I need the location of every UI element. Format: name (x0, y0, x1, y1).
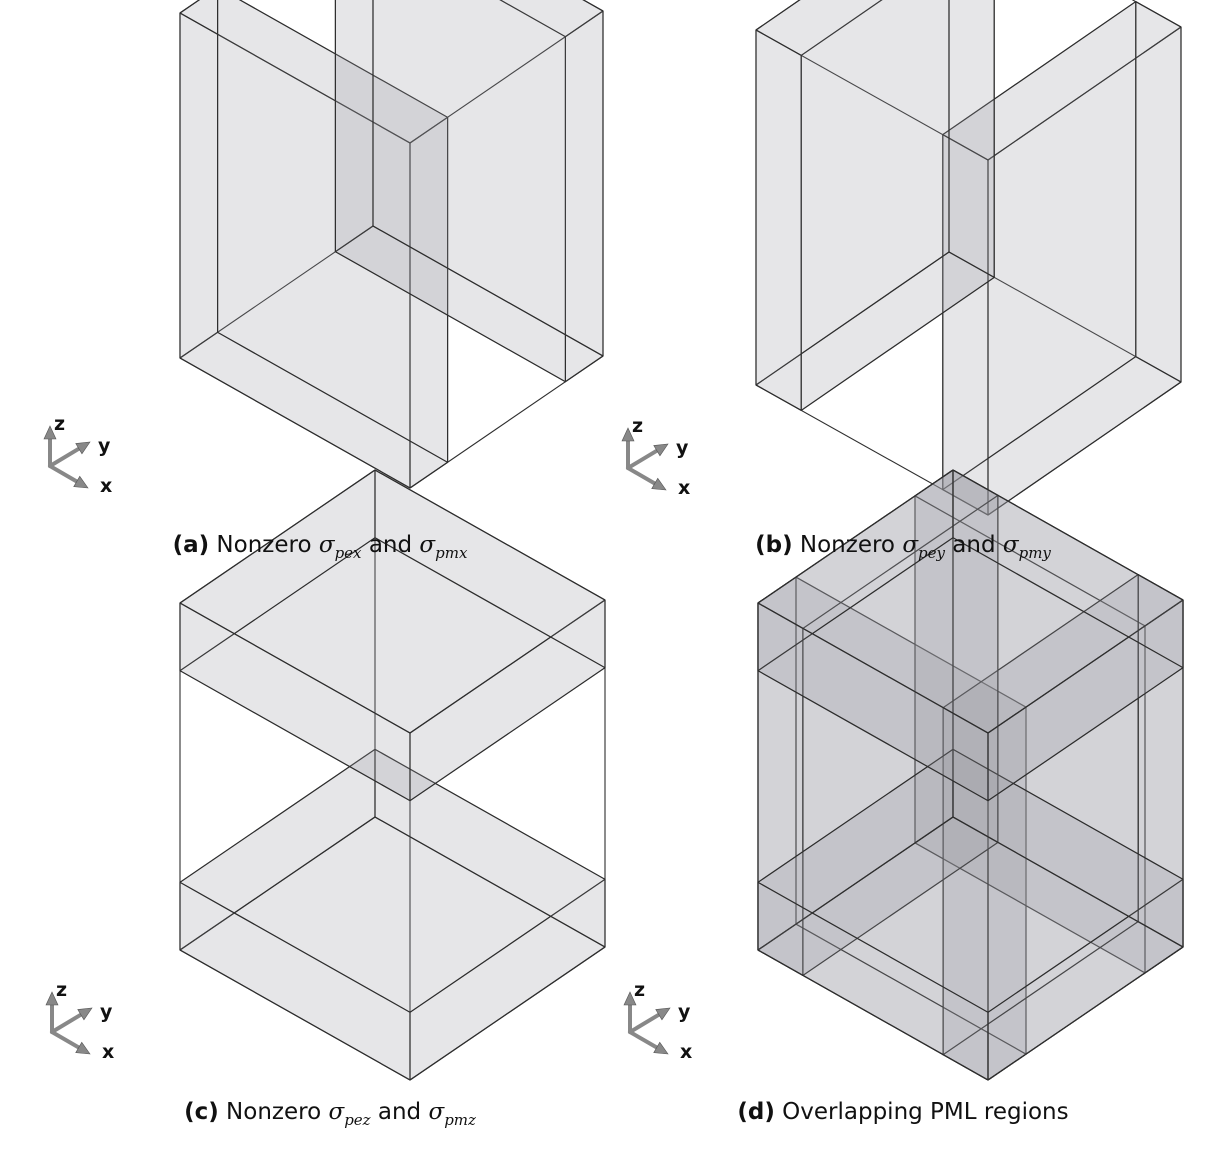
z-axis-arrow-icon (621, 427, 635, 470)
x-axis-label: x (100, 475, 112, 497)
pml-slab-y-near (942, 1, 1182, 516)
z-axis-arrow-icon (45, 991, 59, 1034)
y-axis-arrow-icon (626, 443, 669, 470)
x-axis-arrow-icon (50, 1030, 91, 1055)
pml-slab-z-top (179, 469, 606, 802)
pml-slab-z-top (757, 469, 1184, 802)
z-axis-arrow-icon (43, 425, 57, 468)
z-axis-label: z (632, 415, 643, 437)
z-axis-label: z (56, 979, 67, 1001)
diagram-c (179, 469, 606, 1081)
x-axis-arrow-icon (628, 1030, 669, 1055)
z-axis-label: z (634, 979, 645, 1001)
pml-slab-x-front (179, 0, 449, 489)
pml-slab-y-near (942, 574, 1184, 1081)
y-axis-label: y (100, 1001, 113, 1023)
axis-triad-d: z yx (623, 979, 692, 1063)
pml-slab-y-far (755, 0, 995, 411)
z-axis-arrow-icon (623, 991, 637, 1034)
x-axis-label: x (678, 477, 690, 499)
x-axis-label: x (680, 1041, 692, 1063)
y-axis-label: y (98, 435, 111, 457)
y-axis-arrow-icon (48, 441, 91, 468)
diagram-b (755, 0, 1182, 516)
x-axis-arrow-icon (626, 466, 667, 491)
axis-triad-b: z yx (621, 415, 690, 499)
diagram-a (179, 0, 604, 489)
x-axis-arrow-icon (48, 464, 89, 489)
y-axis-label: y (676, 437, 689, 459)
caption-b: (b) Nonzero σpey and σpmy (755, 532, 1051, 562)
caption-c: (c) Nonzero σpez and σpmz (184, 1099, 476, 1129)
pml-slab-y-far (757, 469, 999, 976)
caption-d: (d) Overlapping PML regions (737, 1099, 1068, 1125)
axis-triad-a: z yx (43, 413, 112, 497)
caption-a: (a) Nonzero σpex and σpmx (173, 532, 468, 562)
x-axis-label: x (102, 1041, 114, 1063)
y-axis-arrow-icon (628, 1007, 671, 1034)
pml-slab-z-bottom (757, 748, 1184, 1081)
axis-triad-c: z yx (45, 979, 114, 1063)
z-axis-label: z (54, 413, 65, 435)
diagram-d (757, 469, 1184, 1081)
y-axis-arrow-icon (50, 1007, 93, 1034)
y-axis-label: y (678, 1001, 691, 1023)
pml-slab-z-bottom (179, 748, 606, 1081)
pml-slab-x-back (334, 0, 604, 383)
